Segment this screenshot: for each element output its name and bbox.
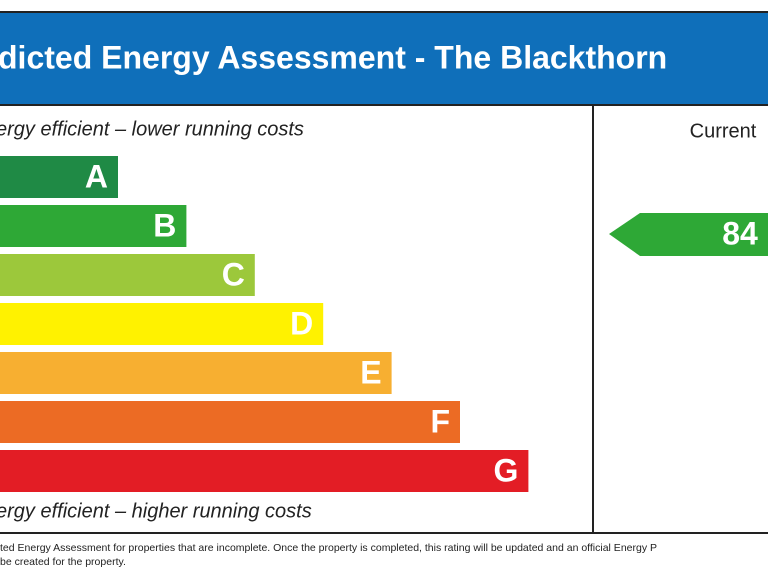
rating-arrow [609,213,768,256]
band [0,205,187,247]
band-letter: G [494,452,519,488]
band [0,156,118,198]
footer-line: be created for the property. [0,556,126,568]
band-letter: D [290,305,313,341]
band [0,352,392,394]
header-bar [0,11,768,106]
band [0,303,324,345]
band [0,450,529,492]
band-letter: C [222,256,245,292]
band [0,254,255,296]
footer-line: ted Energy Assessment for properties tha… [0,542,657,554]
title: dicted Energy Assessment - The Blackthor… [0,39,667,75]
band-letter: B [153,207,176,243]
current-label: Current [690,120,757,142]
band-letter: E [360,354,381,390]
rating-value: 84 [722,215,758,251]
band-letter: F [430,403,450,439]
bottom-note: ergy efficient – higher running costs [0,500,312,522]
top-note: ergy efficient – lower running costs [0,118,304,140]
band-letter: A [85,158,108,194]
band [0,401,460,443]
